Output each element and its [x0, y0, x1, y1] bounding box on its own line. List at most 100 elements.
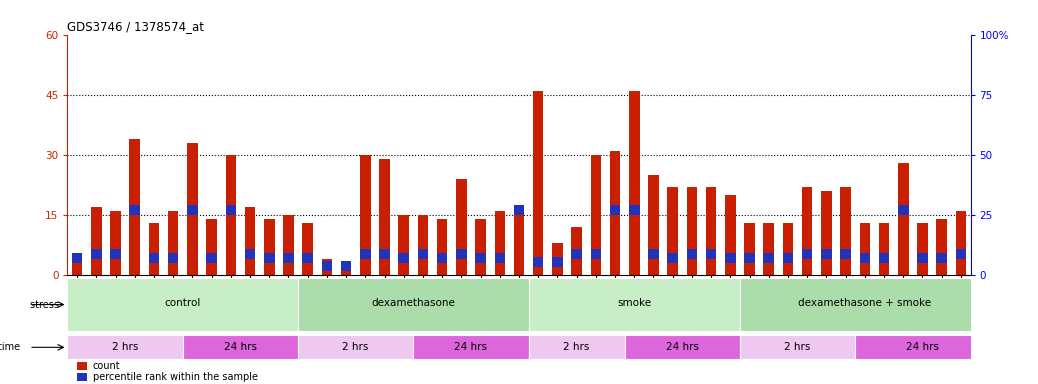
- Bar: [687, 187, 698, 275]
- Text: 2 hrs: 2 hrs: [343, 342, 368, 352]
- Bar: [726, 195, 736, 275]
- Bar: [322, 259, 332, 275]
- Bar: [879, 253, 890, 263]
- Bar: [744, 253, 755, 263]
- Text: smoke: smoke: [618, 298, 652, 308]
- Bar: [764, 223, 774, 275]
- Bar: [340, 263, 351, 275]
- Bar: [629, 205, 639, 215]
- Bar: [783, 223, 793, 275]
- Bar: [475, 219, 486, 275]
- Bar: [726, 253, 736, 263]
- Bar: [475, 253, 486, 263]
- Bar: [956, 249, 966, 259]
- Text: 24 hrs: 24 hrs: [906, 342, 939, 352]
- Bar: [77, 373, 87, 381]
- Bar: [148, 223, 159, 275]
- Bar: [571, 227, 582, 275]
- Bar: [706, 187, 716, 275]
- Bar: [898, 205, 908, 215]
- Bar: [72, 253, 82, 263]
- Bar: [821, 249, 831, 259]
- Bar: [456, 249, 467, 259]
- Bar: [494, 253, 506, 263]
- Bar: [302, 253, 312, 263]
- Bar: [207, 219, 217, 275]
- Bar: [859, 223, 870, 275]
- Bar: [879, 223, 890, 275]
- Bar: [91, 249, 102, 259]
- Text: count: count: [92, 361, 120, 371]
- Bar: [130, 139, 140, 275]
- Bar: [783, 253, 793, 263]
- Text: 24 hrs: 24 hrs: [224, 342, 256, 352]
- Bar: [437, 219, 447, 275]
- Bar: [322, 261, 332, 271]
- Bar: [918, 253, 928, 263]
- Bar: [456, 179, 467, 275]
- Bar: [552, 243, 563, 275]
- Text: stress: stress: [29, 300, 61, 310]
- Bar: [417, 249, 429, 259]
- Bar: [532, 91, 544, 275]
- Bar: [417, 215, 429, 275]
- Bar: [528, 278, 740, 331]
- Bar: [744, 223, 755, 275]
- Bar: [898, 163, 908, 275]
- Bar: [67, 278, 298, 331]
- Bar: [571, 249, 582, 259]
- Bar: [740, 335, 855, 359]
- Bar: [802, 249, 813, 259]
- Text: dexamethasone: dexamethasone: [372, 298, 456, 308]
- Bar: [936, 253, 947, 263]
- Bar: [360, 249, 371, 259]
- Bar: [298, 335, 413, 359]
- Bar: [936, 219, 947, 275]
- Bar: [168, 253, 179, 263]
- Text: percentile rank within the sample: percentile rank within the sample: [92, 372, 257, 382]
- Bar: [494, 211, 506, 275]
- Bar: [245, 249, 255, 259]
- Text: time: time: [0, 342, 23, 353]
- Bar: [764, 253, 774, 263]
- Bar: [667, 187, 678, 275]
- Bar: [532, 257, 544, 267]
- Bar: [379, 159, 390, 275]
- Bar: [514, 205, 524, 215]
- Bar: [528, 335, 625, 359]
- Bar: [740, 278, 990, 331]
- Bar: [187, 143, 197, 275]
- Bar: [302, 223, 312, 275]
- Bar: [110, 249, 120, 259]
- Text: dexamethasone + smoke: dexamethasone + smoke: [798, 298, 931, 308]
- Bar: [956, 211, 966, 275]
- Bar: [667, 253, 678, 263]
- Bar: [609, 151, 621, 275]
- Bar: [841, 187, 851, 275]
- Bar: [264, 253, 274, 263]
- Bar: [648, 249, 659, 259]
- Text: 24 hrs: 24 hrs: [455, 342, 488, 352]
- Bar: [855, 335, 990, 359]
- Bar: [821, 191, 831, 275]
- Bar: [245, 207, 255, 275]
- Bar: [67, 335, 183, 359]
- Text: 2 hrs: 2 hrs: [564, 342, 590, 352]
- Bar: [207, 253, 217, 263]
- Text: 2 hrs: 2 hrs: [785, 342, 811, 352]
- Bar: [110, 211, 120, 275]
- Bar: [379, 249, 390, 259]
- Bar: [648, 175, 659, 275]
- Bar: [183, 335, 298, 359]
- Bar: [437, 253, 447, 263]
- Bar: [187, 205, 197, 215]
- Bar: [841, 249, 851, 259]
- Bar: [168, 211, 179, 275]
- Text: GDS3746 / 1378574_at: GDS3746 / 1378574_at: [67, 20, 204, 33]
- Bar: [706, 249, 716, 259]
- Bar: [591, 249, 601, 259]
- Bar: [629, 91, 639, 275]
- Bar: [225, 155, 236, 275]
- Bar: [399, 253, 409, 263]
- Bar: [687, 249, 698, 259]
